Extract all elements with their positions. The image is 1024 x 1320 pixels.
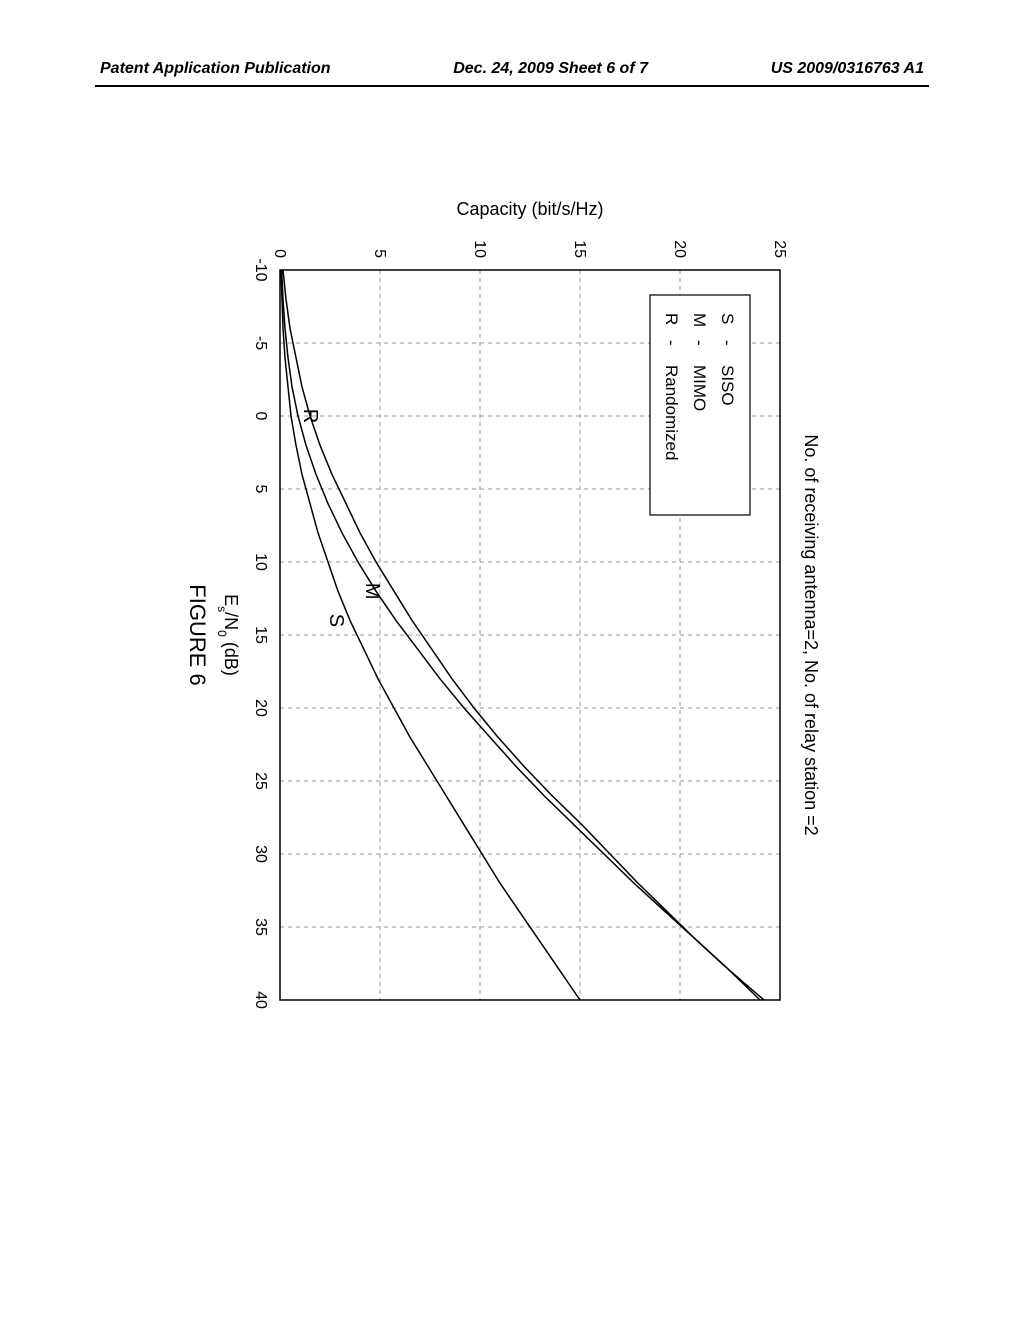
svg-text:Randomized: Randomized — [662, 365, 681, 460]
svg-text:Capacity (bit/s/Hz): Capacity (bit/s/Hz) — [456, 199, 603, 219]
svg-text:No. of receiving antenna=2, No: No. of receiving antenna=2, No. of relay… — [801, 434, 821, 835]
svg-text:10: 10 — [471, 240, 488, 258]
svg-text:15: 15 — [571, 240, 588, 258]
svg-text:25: 25 — [771, 240, 788, 258]
svg-text:S: S — [325, 614, 347, 627]
header-divider — [95, 85, 929, 87]
svg-text:40: 40 — [252, 991, 269, 1009]
svg-text:M: M — [690, 313, 709, 327]
capacity-chart: -10 -5 0 5 10 15 20 25 30 35 40 0 5 10 15 20 25 No. of re… — [60, 160, 960, 1060]
svg-text:-: - — [690, 340, 709, 346]
svg-text:25: 25 — [252, 772, 269, 790]
svg-text:-: - — [718, 340, 737, 346]
header-center: Dec. 24, 2009 Sheet 6 of 7 — [453, 60, 648, 78]
svg-text:20: 20 — [252, 699, 269, 717]
svg-text:5: 5 — [252, 485, 269, 494]
svg-text:R: R — [299, 409, 321, 423]
svg-text:15: 15 — [252, 626, 269, 644]
svg-text:30: 30 — [252, 845, 269, 863]
svg-text:5: 5 — [371, 249, 388, 258]
svg-text:SISO: SISO — [718, 365, 737, 406]
svg-text:MIMO: MIMO — [690, 365, 709, 411]
svg-text:-: - — [662, 340, 681, 346]
header-left: Patent Application Publication — [100, 60, 331, 78]
svg-text:10: 10 — [252, 553, 269, 571]
svg-text:FIGURE 6: FIGURE 6 — [185, 584, 210, 685]
svg-text:Es/N0 (dB): Es/N0 (dB) — [215, 594, 241, 676]
svg-text:20: 20 — [671, 240, 688, 258]
svg-text:35: 35 — [252, 918, 269, 936]
chart-wrapper: -10 -5 0 5 10 15 20 25 30 35 40 0 5 10 15 20 25 No. of re… — [60, 160, 960, 1060]
svg-text:-5: -5 — [252, 336, 269, 350]
svg-text:S: S — [718, 313, 737, 324]
svg-text:M: M — [361, 583, 383, 600]
svg-text:0: 0 — [271, 249, 288, 258]
svg-text:R: R — [662, 313, 681, 325]
svg-text:0: 0 — [252, 412, 269, 421]
header-right: US 2009/0316763 A1 — [771, 60, 924, 78]
svg-text:-10: -10 — [252, 258, 269, 281]
